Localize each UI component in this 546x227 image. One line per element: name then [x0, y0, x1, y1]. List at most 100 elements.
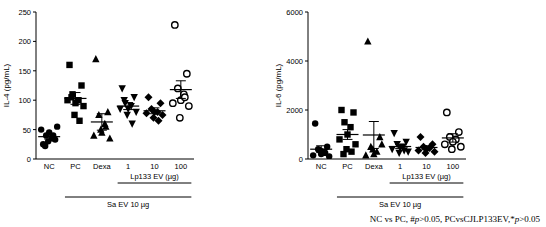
point	[132, 109, 139, 116]
point	[68, 94, 74, 100]
y-tick	[305, 159, 308, 160]
y-tick-label: 250	[18, 8, 31, 17]
point	[417, 133, 425, 141]
error-cap	[176, 98, 186, 99]
y-tick-label: 100	[18, 96, 31, 105]
point	[54, 123, 60, 129]
error-cap	[395, 148, 405, 149]
point	[128, 121, 135, 128]
point	[71, 112, 77, 118]
plot-marks	[38, 22, 192, 150]
group-label: Lp133 EV (µg)	[402, 172, 451, 181]
group-bracket	[337, 197, 463, 198]
error-cap	[422, 149, 432, 150]
error-cap	[422, 145, 432, 146]
plot-marks	[310, 37, 464, 159]
point	[120, 97, 127, 104]
x-tick-label: 100	[447, 162, 460, 171]
point	[458, 144, 464, 150]
footnote-part: NC vs PC, #	[370, 214, 416, 224]
point	[50, 132, 56, 138]
point	[422, 149, 430, 157]
point	[170, 100, 176, 106]
error-cap	[123, 102, 133, 103]
point	[157, 99, 165, 107]
group-label: Sa EV 10 µg	[107, 200, 149, 209]
point	[364, 37, 371, 44]
y-tick	[305, 61, 308, 62]
point	[336, 136, 342, 142]
error-stem	[49, 134, 50, 139]
group-label: Sa EV 10 µg	[379, 200, 421, 209]
error-cap	[44, 139, 54, 140]
error-stem	[154, 108, 155, 114]
error-cap	[343, 129, 353, 130]
error-stem	[400, 144, 401, 148]
error-stem	[321, 146, 322, 153]
error-cap	[343, 139, 353, 140]
point	[102, 123, 109, 130]
error-cap	[448, 133, 458, 134]
point	[348, 148, 354, 154]
y-tick	[33, 12, 36, 13]
point	[116, 106, 123, 113]
x-tick-label: Dexa	[93, 162, 111, 171]
point	[155, 117, 163, 125]
point	[123, 112, 130, 119]
point	[66, 62, 72, 68]
error-bar	[395, 144, 405, 148]
point	[182, 94, 188, 100]
error-cap	[97, 113, 107, 114]
group-bracket	[118, 183, 192, 184]
y-tick-label: 50	[23, 126, 31, 135]
y-tick	[33, 129, 36, 130]
y-tick-label: 2000	[286, 106, 303, 115]
footnote-part: >0.05, PCvsCJLP133EV,*	[419, 214, 515, 224]
y-tick-label: 6000	[286, 8, 303, 17]
y-axis	[308, 12, 309, 159]
point	[378, 140, 385, 147]
point	[175, 85, 181, 91]
error-cap	[176, 80, 186, 81]
error-cap	[150, 113, 160, 114]
y-axis	[36, 12, 37, 159]
point	[92, 55, 99, 62]
point	[78, 82, 84, 88]
y-axis-label: IL-6 (pg/mL)	[274, 63, 283, 107]
figure: IL-4 (pg/mL)050100150200250NCPCDexa11010…	[0, 0, 546, 227]
point	[159, 111, 167, 119]
point	[362, 151, 369, 158]
point	[76, 118, 82, 124]
error-cap	[395, 144, 405, 145]
point	[449, 146, 455, 152]
point	[442, 141, 448, 147]
point	[145, 93, 153, 101]
error-stem	[347, 130, 348, 140]
point	[151, 108, 159, 116]
error-stem	[128, 103, 129, 110]
error-bar	[150, 108, 160, 114]
error-bar	[448, 134, 458, 142]
y-tick	[33, 70, 36, 71]
group-bracket	[390, 183, 464, 184]
error-stem	[373, 122, 374, 149]
error-stem	[452, 134, 453, 142]
point	[376, 133, 383, 140]
y-tick-label: 200	[18, 37, 31, 46]
y-axis-label: IL-4 (pg/mL)	[2, 63, 11, 107]
point	[390, 130, 397, 137]
point	[456, 129, 462, 135]
group-bracket	[65, 197, 191, 198]
point	[431, 148, 439, 156]
error-stem	[180, 81, 181, 99]
x-tick-label: 100	[175, 162, 188, 171]
group-label: Lp133 EV (µg)	[130, 172, 179, 181]
error-bar	[123, 103, 133, 110]
error-cap	[97, 130, 107, 131]
y-tick	[305, 12, 308, 13]
error-cap	[448, 142, 458, 143]
point	[444, 109, 450, 115]
error-bar	[44, 134, 54, 139]
x-tick-label: PC	[70, 162, 81, 171]
footnote: NC vs PC, #p>0.05, PCvsCJLP133EV,*p>0.05	[370, 214, 541, 224]
